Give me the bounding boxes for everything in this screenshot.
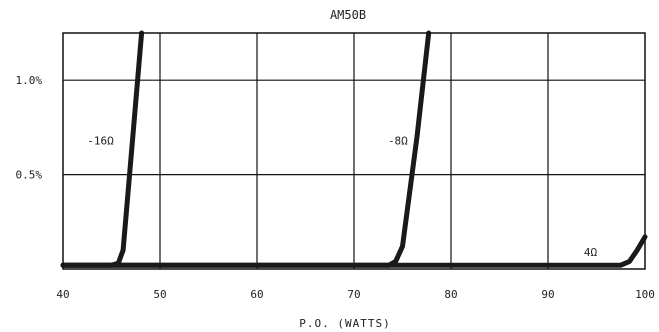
y-tick-label: 1.0% bbox=[16, 74, 43, 87]
y-tick-labels: 0.5% 1.0% bbox=[16, 74, 43, 181]
plot-frame bbox=[62, 32, 646, 270]
x-tick-label: 50 bbox=[153, 288, 166, 301]
x-tick-labels: 40 50 60 70 80 90 100 bbox=[56, 288, 655, 301]
x-tick-label: 60 bbox=[250, 288, 263, 301]
series-label: 4Ω bbox=[584, 246, 598, 259]
series-line bbox=[60, 30, 432, 268]
chart-title: AM50B bbox=[330, 8, 366, 22]
x-tick-label: 70 bbox=[347, 288, 360, 301]
x-axis-label: P.O. (WATTS) bbox=[299, 317, 390, 330]
series-group bbox=[60, 30, 648, 268]
series-label: -16Ω bbox=[87, 135, 114, 148]
series-label: -8Ω bbox=[388, 135, 408, 148]
x-tick-label: 40 bbox=[56, 288, 69, 301]
grid bbox=[63, 33, 645, 269]
x-tick-label: 90 bbox=[541, 288, 554, 301]
series-line bbox=[60, 234, 648, 268]
series-line bbox=[60, 30, 145, 268]
x-tick-label: 80 bbox=[444, 288, 457, 301]
series-labels: -16Ω -8Ω 4Ω bbox=[87, 135, 597, 259]
y-tick-label: 0.5% bbox=[16, 169, 43, 182]
x-tick-label: 100 bbox=[635, 288, 655, 301]
